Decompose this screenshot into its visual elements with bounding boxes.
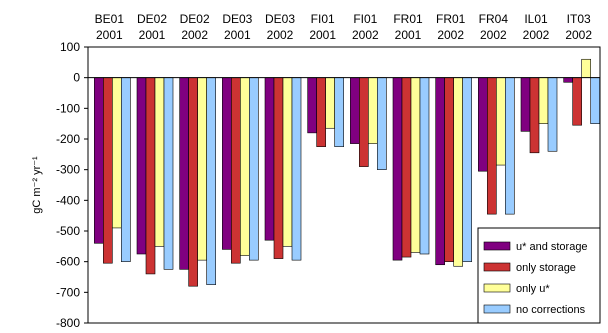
- bar: [563, 77, 573, 83]
- bar: [368, 77, 378, 144]
- bar: [392, 77, 403, 261]
- bar: [179, 77, 189, 270]
- legend-swatch: [483, 283, 511, 293]
- bar: [163, 77, 174, 270]
- category-label-site: DE02: [180, 12, 210, 26]
- bar: [572, 77, 582, 126]
- y-tick-label: -200: [56, 132, 80, 146]
- y-tick-label: -300: [56, 163, 80, 177]
- category-label-site: FR01: [436, 12, 466, 26]
- bar: [316, 77, 326, 147]
- bar: [112, 77, 122, 229]
- category-label-year: 2001: [139, 28, 166, 42]
- bar: [435, 77, 445, 266]
- legend-swatch: [483, 304, 511, 314]
- category-label-year: 2002: [437, 28, 464, 42]
- category-label-year: 2001: [224, 28, 251, 42]
- category-label-year: 2002: [181, 28, 208, 42]
- bar: [197, 77, 207, 261]
- bar: [121, 77, 131, 262]
- bar: [377, 77, 387, 170]
- category-label-year: 2001: [309, 28, 336, 42]
- y-tick-label: -100: [56, 101, 80, 115]
- legend-swatch: [483, 241, 511, 251]
- category-labels: BE01 2001 DE02 2001 DE02 2002 DE03 2001 DE03 2002…: [95, 12, 593, 42]
- bar: [462, 77, 472, 262]
- bar: [453, 77, 463, 267]
- category-label-site: IL01: [524, 12, 548, 26]
- category-label-site: FI01: [353, 12, 377, 26]
- axes: 100 0 -100 -200 -300 -400 -500 -600 -700 -800: [56, 40, 601, 330]
- bar: [529, 77, 540, 154]
- bar: [547, 77, 558, 152]
- y-axis-label: gC m⁻² yr⁻¹: [31, 156, 43, 214]
- category-label-site: FR01: [393, 12, 423, 26]
- bar: [188, 77, 198, 287]
- legend-label: only storage: [516, 262, 576, 274]
- y-tick-label: -800: [56, 316, 80, 328]
- legend-label: only u*: [516, 283, 550, 295]
- legend-label: u* and storage: [516, 241, 588, 253]
- legend: u* and storage only storage only u* no corr…: [477, 227, 601, 324]
- category-label-site: FI01: [311, 12, 335, 26]
- category-label-site: DE02: [137, 12, 167, 26]
- category-label-year: 2002: [352, 28, 379, 42]
- y-axis-label-group: gC m⁻² yr⁻¹: [31, 156, 43, 214]
- category-label-year: 2001: [96, 28, 123, 42]
- bar: [94, 77, 104, 244]
- bar: [520, 77, 531, 132]
- bar: [478, 77, 488, 172]
- bar: [103, 77, 113, 264]
- bar: [307, 77, 317, 134]
- category-label-year: 2002: [267, 28, 294, 42]
- bar: [444, 77, 454, 262]
- bar: [240, 77, 250, 256]
- legend-swatch: [483, 262, 511, 272]
- category-label-site: BE01: [95, 12, 125, 26]
- y-tick-label: -700: [56, 285, 80, 299]
- category-label-site: DE03: [222, 12, 252, 26]
- bar: [231, 77, 241, 264]
- category-label-year: 2002: [523, 28, 550, 42]
- bar: [273, 77, 284, 259]
- bar: [401, 77, 412, 258]
- bar: [154, 77, 165, 247]
- bar: [581, 58, 591, 78]
- bar: [538, 77, 549, 124]
- plot-frame: [87, 46, 601, 324]
- bar: [249, 77, 259, 261]
- category-label-year: 2002: [565, 28, 592, 42]
- bar: [419, 77, 430, 255]
- bar: [136, 77, 147, 255]
- category-label-year: 2001: [395, 28, 422, 42]
- bar: [350, 77, 360, 144]
- bar: [505, 77, 515, 215]
- bar: [334, 77, 344, 147]
- category-label-year: 2002: [480, 28, 507, 42]
- bar: [206, 77, 216, 285]
- bar: [325, 77, 335, 129]
- legend-label: no corrections: [516, 304, 586, 316]
- y-tick-label: -500: [56, 224, 80, 238]
- category-label-site: FR04: [479, 12, 509, 26]
- bar: [410, 77, 421, 253]
- bar: [487, 77, 497, 215]
- category-label-site: DE03: [265, 12, 295, 26]
- bar: [222, 77, 232, 250]
- y-tick-label: 100: [60, 40, 80, 54]
- y-tick-label: 0: [73, 71, 80, 85]
- bar: [590, 77, 600, 124]
- bar: [282, 77, 293, 247]
- y-tick-label: -400: [56, 193, 80, 207]
- bar: [145, 77, 156, 275]
- bar: [359, 77, 369, 167]
- category-label-site: IT03: [567, 12, 591, 26]
- bar: [291, 77, 302, 261]
- bar: [496, 77, 506, 166]
- y-tick-label: -600: [56, 255, 80, 269]
- bar: [264, 77, 275, 241]
